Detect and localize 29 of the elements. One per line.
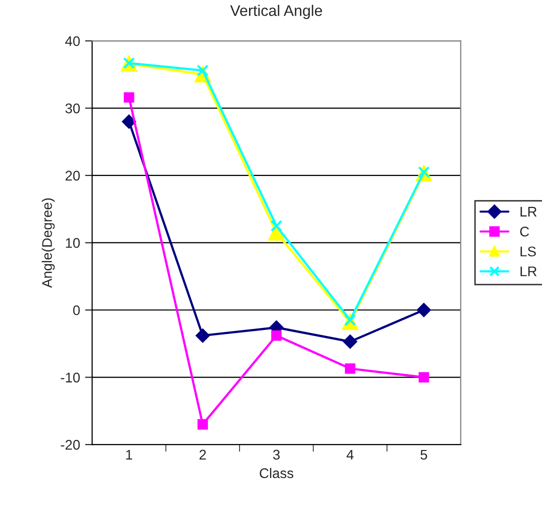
- x-axis-title: Class: [260, 468, 294, 478]
- point: [343, 334, 358, 349]
- x-tick-label: 4: [346, 450, 354, 460]
- point: [416, 303, 431, 317]
- point: [197, 419, 208, 430]
- chart-title: Vertical Angle: [230, 4, 322, 20]
- point: [122, 114, 136, 129]
- x-tick-label: 1: [126, 450, 132, 460]
- y-tick-label: 20: [66, 170, 80, 181]
- point: [270, 220, 282, 232]
- y-tick-label: 30: [65, 103, 80, 114]
- y-tick-label: -20: [60, 440, 80, 450]
- point: [124, 92, 134, 103]
- point: [196, 328, 210, 343]
- point: [344, 363, 356, 374]
- point: [418, 372, 430, 382]
- legend-label: LR: [520, 206, 537, 216]
- legend-label: C: [520, 226, 529, 237]
- x-tick-label: 2: [200, 450, 206, 460]
- y-tick-label: 40: [65, 36, 80, 46]
- y-axis-title: Angle(Degree): [42, 198, 55, 288]
- y-tick-label: -10: [60, 372, 80, 382]
- y-tick-label: 0: [73, 305, 80, 316]
- legend-label: LR: [520, 266, 537, 276]
- point: [271, 330, 282, 341]
- y-tick-label: 10: [66, 238, 80, 248]
- x-tick-label: 3: [273, 450, 280, 460]
- legend-label: LS: [520, 246, 536, 256]
- x-tick-label: 5: [420, 450, 428, 460]
